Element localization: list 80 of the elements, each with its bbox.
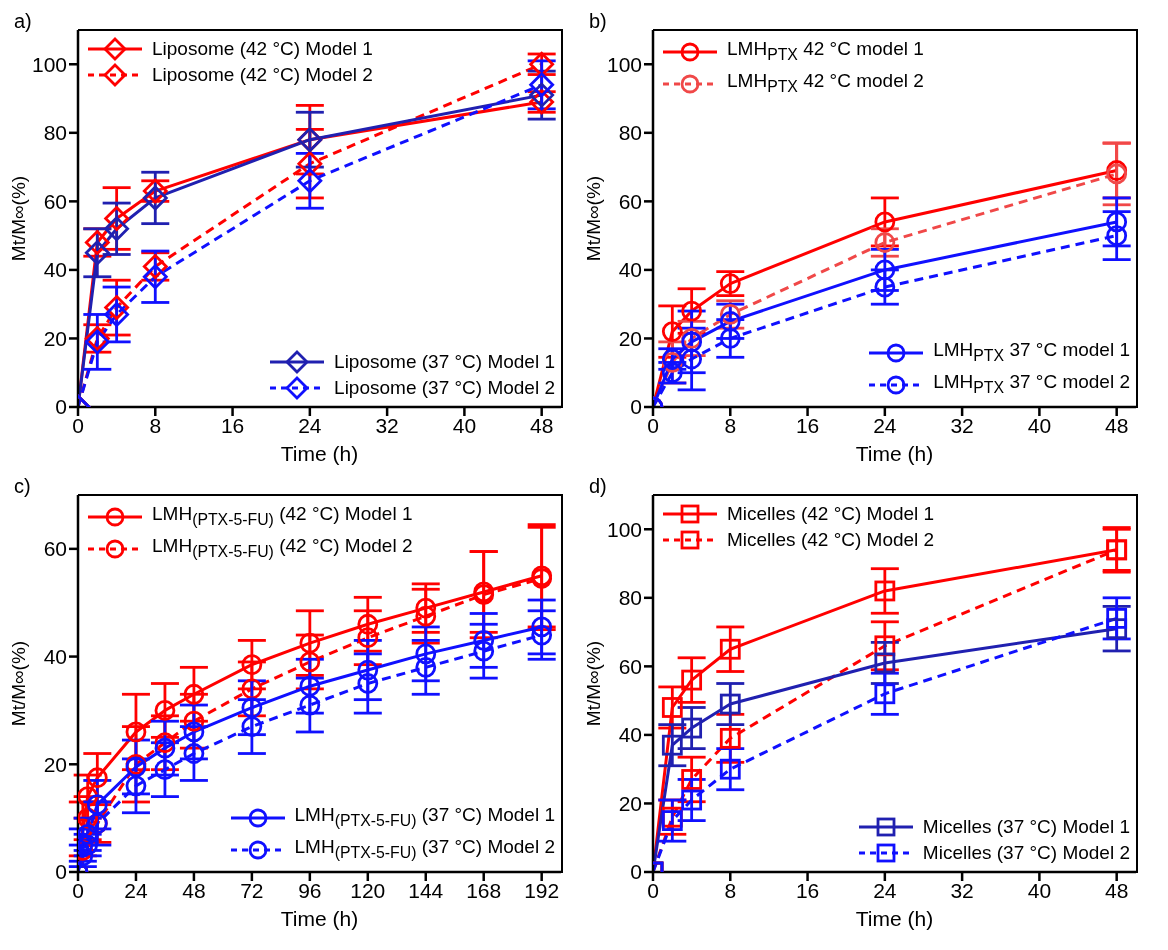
y-tick-label: 80 — [618, 121, 642, 145]
y-tick-label: 60 — [43, 189, 67, 213]
legend-label: LMH$_{PTX}$ 42 °C model 2 — [727, 68, 924, 97]
x-tick-label: 16 — [795, 413, 820, 437]
y-axis-title: Mt/M∞(%) — [582, 175, 604, 262]
x-axis-title: Time (h) — [855, 442, 934, 465]
legend-label: Micelles (37 °C) Model 2 — [922, 841, 1130, 865]
legend-label: Liposome (37 °C) Model 2 — [334, 376, 555, 400]
legend-label: LMH$_{(PTX-5-FU)}$ (42 °C) Model 2 — [152, 533, 413, 562]
y-tick-label: 40 — [618, 723, 642, 747]
y-tick-label: 60 — [43, 537, 67, 561]
x-tick-label: 32 — [950, 413, 974, 437]
y-tick-label: 100 — [606, 517, 642, 541]
x-tick-label: 16 — [220, 413, 245, 437]
x-tick-label: 48 — [182, 878, 206, 902]
x-tick-label: 40 — [452, 413, 477, 437]
x-tick-label: 144 — [408, 878, 444, 902]
x-tick-label: 40 — [1027, 413, 1052, 437]
y-tick-label: 60 — [618, 189, 642, 213]
x-tick-label: 32 — [950, 878, 974, 902]
x-tick-label: 32 — [375, 413, 399, 437]
legend-label: LMH$_{(PTX-5-FU)}$ (37 °C) Model 2 — [294, 835, 555, 863]
x-tick-label: 24 — [298, 413, 322, 437]
legend-label: LMH$_{(PTX-5-FU)}$ (42 °C) Model 1 — [152, 502, 413, 530]
legend-label: LMH$_{PTX}$ 37 °C model 1 — [933, 338, 1130, 367]
y-tick-label: 20 — [618, 791, 642, 815]
x-tick-label: 40 — [1027, 878, 1052, 902]
y-tick-label: 20 — [43, 752, 67, 776]
x-tick-label: 24 — [124, 878, 148, 902]
legend-label: Micelles (42 °C) Model 2 — [727, 528, 935, 552]
x-tick-label: 0 — [647, 878, 659, 902]
y-tick-label: 40 — [618, 258, 642, 282]
y-tick-label: 40 — [43, 258, 67, 282]
y-axis-title: Mt/M∞(%) — [7, 175, 29, 262]
y-tick-label: 80 — [618, 586, 642, 610]
y-tick-label: 40 — [43, 645, 67, 669]
legend-label: Micelles (37 °C) Model 1 — [922, 815, 1130, 839]
x-tick-label: 48 — [1105, 878, 1129, 902]
chart-title: d) — [589, 475, 607, 498]
y-axis-title: Mt/M∞(%) — [7, 640, 29, 727]
x-tick-label: 96 — [298, 878, 322, 902]
legend-label: Micelles (42 °C) Model 1 — [727, 502, 935, 526]
y-tick-label: 0 — [630, 860, 642, 884]
legend-label: Liposome (42 °C) Model 2 — [152, 63, 373, 87]
x-tick-label: 0 — [72, 878, 84, 902]
y-tick-label: 20 — [43, 326, 67, 350]
x-tick-label: 8 — [724, 878, 737, 902]
chart-title: a) — [14, 10, 32, 33]
x-tick-label: 24 — [873, 878, 897, 902]
x-axis-title: Time (h) — [280, 907, 359, 930]
x-tick-label: 0 — [72, 413, 84, 437]
y-tick-label: 0 — [630, 395, 642, 419]
y-tick-label: 20 — [618, 326, 642, 350]
legend-label: Liposome (37 °C) Model 1 — [334, 350, 555, 374]
y-tick-label: 80 — [43, 121, 67, 145]
x-tick-label: 192 — [524, 878, 560, 902]
y-tick-label: 0 — [55, 395, 67, 419]
x-tick-label: 48 — [1105, 413, 1129, 437]
x-tick-label: 8 — [149, 413, 162, 437]
chart-title: b) — [589, 10, 607, 33]
x-tick-label: 8 — [724, 413, 737, 437]
y-tick-label: 60 — [618, 654, 642, 678]
x-tick-label: 16 — [795, 878, 820, 902]
x-tick-label: 72 — [240, 878, 264, 902]
legend-label: LMH$_{(PTX-5-FU)}$ (37 °C) Model 1 — [294, 803, 555, 832]
x-tick-label: 120 — [350, 878, 386, 902]
x-axis-title: Time (h) — [855, 907, 934, 930]
x-tick-label: 24 — [873, 413, 897, 437]
y-tick-label: 100 — [606, 52, 642, 76]
y-axis-title: Mt/M∞(%) — [582, 640, 604, 727]
y-tick-label: 100 — [31, 52, 67, 76]
y-tick-label: 0 — [55, 860, 67, 884]
legend-label: LMH$_{PTX}$ 37 °C model 2 — [933, 370, 1130, 398]
x-tick-label: 168 — [466, 878, 502, 902]
legend-label: Liposome (42 °C) Model 1 — [152, 37, 373, 61]
x-axis-title: Time (h) — [280, 442, 359, 465]
x-tick-label: 0 — [647, 413, 659, 437]
legend-label: LMH$_{PTX}$ 42 °C model 1 — [727, 37, 924, 65]
x-tick-label: 48 — [530, 413, 554, 437]
chart-title: c) — [14, 475, 31, 498]
